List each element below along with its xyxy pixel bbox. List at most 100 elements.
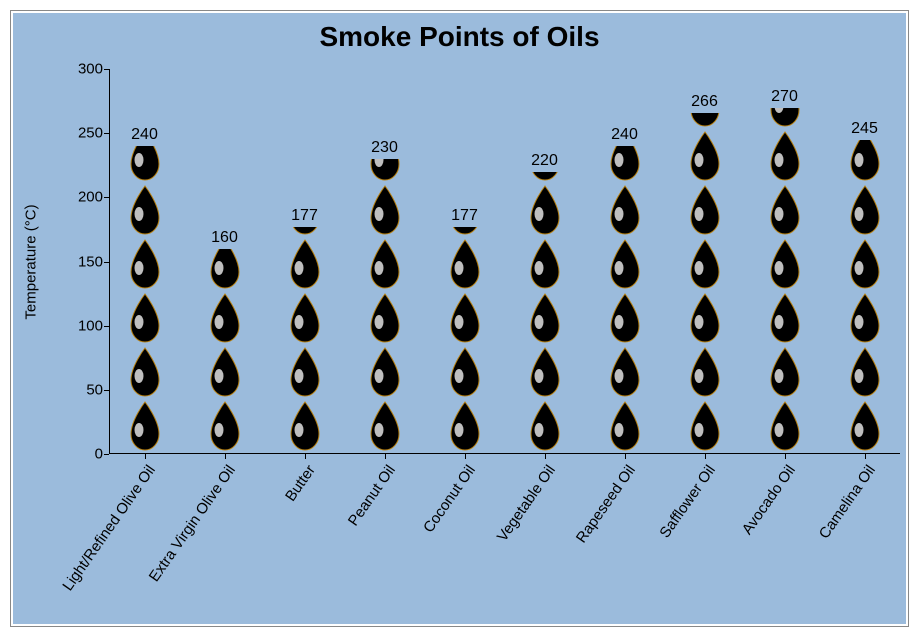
oil-drop-icon	[843, 292, 887, 346]
x-tick-mark	[465, 454, 466, 459]
x-axis-label: Camelina Oil	[815, 462, 878, 542]
oil-drop-icon	[123, 238, 167, 292]
oil-drop-icon	[523, 400, 567, 454]
oil-drop-icon	[283, 292, 327, 346]
bar-value-label: 240	[131, 126, 158, 144]
x-tick-mark	[385, 454, 386, 459]
x-tick-mark	[545, 454, 546, 459]
drop-stack	[683, 113, 727, 454]
oil-drop-icon	[443, 346, 487, 400]
drop-stack	[763, 108, 807, 455]
oil-drop-icon	[603, 400, 647, 454]
plot-area: 050100150200250300240Light/Refined Olive…	[109, 69, 900, 454]
x-axis-label: Peanut Oil	[344, 462, 398, 529]
oil-drop-icon	[363, 238, 407, 292]
oil-drop-icon	[763, 184, 807, 238]
drop-stack	[203, 249, 247, 454]
oil-drop-icon	[683, 292, 727, 346]
oil-drop-icon	[843, 400, 887, 454]
oil-drop-icon	[683, 184, 727, 238]
x-axis-label: Avocado Oil	[738, 462, 798, 538]
bar-value-label: 160	[211, 229, 238, 247]
oil-drop-icon	[283, 400, 327, 454]
drop-stack	[603, 146, 647, 454]
oil-drop-icon	[683, 130, 727, 184]
bar-column: 240	[603, 69, 647, 454]
oil-drop-icon	[363, 346, 407, 400]
bar-column: 266	[683, 69, 727, 454]
oil-drop-icon	[123, 292, 167, 346]
oil-drop-icon	[363, 184, 407, 238]
bar-value-label: 266	[691, 93, 718, 111]
x-axis-label: Light/Refined Olive Oil	[59, 462, 159, 594]
oil-drop-icon	[683, 400, 727, 454]
oil-drop-icon	[363, 159, 407, 184]
x-tick-mark	[145, 454, 146, 459]
x-tick-mark	[865, 454, 866, 459]
oil-drop-icon	[763, 292, 807, 346]
oil-drop-icon	[283, 346, 327, 400]
oil-drop-icon	[843, 346, 887, 400]
bar-value-label: 230	[371, 139, 398, 157]
oil-drop-icon	[763, 346, 807, 400]
oil-drop-icon	[603, 292, 647, 346]
x-axis-label: Butter	[282, 462, 319, 505]
drop-stack	[843, 140, 887, 454]
y-tick-mark	[104, 454, 109, 455]
bar-column: 220	[523, 69, 567, 454]
bar-value-label: 177	[291, 207, 318, 225]
x-tick-mark	[625, 454, 626, 459]
oil-drop-icon	[843, 140, 887, 184]
oil-drop-icon	[523, 238, 567, 292]
x-axis-label: Safflower Oil	[656, 462, 719, 541]
bar-column: 177	[443, 69, 487, 454]
oil-drop-icon	[763, 400, 807, 454]
oil-drop-icon	[443, 292, 487, 346]
oil-drop-icon	[283, 238, 327, 292]
oil-drop-icon	[523, 184, 567, 238]
y-tick-mark	[104, 197, 109, 198]
oil-drop-icon	[123, 146, 167, 184]
bar-column: 270	[763, 69, 807, 454]
bar-column: 240	[123, 69, 167, 454]
y-tick-mark	[104, 133, 109, 134]
oil-drop-icon	[523, 172, 567, 184]
bar-value-label: 245	[851, 120, 878, 138]
x-tick-mark	[225, 454, 226, 459]
bar-value-label: 270	[771, 88, 798, 106]
oil-drop-icon	[763, 108, 807, 131]
bar-value-label: 240	[611, 126, 638, 144]
oil-drop-icon	[763, 130, 807, 184]
oil-drop-icon	[843, 184, 887, 238]
y-tick-mark	[104, 326, 109, 327]
x-tick-mark	[305, 454, 306, 459]
drop-stack	[363, 159, 407, 454]
oil-drop-icon	[203, 346, 247, 400]
bar-value-label: 177	[451, 207, 478, 225]
oil-drop-icon	[363, 292, 407, 346]
chart-background: Smoke Points of Oils Temperature (°C) 05…	[13, 13, 906, 624]
oil-drop-icon	[443, 400, 487, 454]
oil-drop-icon	[603, 238, 647, 292]
drop-stack	[443, 227, 487, 454]
chart-title: Smoke Points of Oils	[13, 21, 906, 53]
oil-drop-icon	[683, 238, 727, 292]
y-tick-mark	[104, 262, 109, 263]
x-axis-label: Extra Virgin Olive Oil	[145, 462, 238, 585]
chart-frame: Smoke Points of Oils Temperature (°C) 05…	[10, 10, 909, 627]
y-tick-mark	[104, 390, 109, 391]
drop-stack	[523, 172, 567, 454]
drop-stack	[283, 227, 327, 454]
oil-drop-icon	[203, 400, 247, 454]
x-axis-label: Coconut Oil	[420, 462, 479, 536]
bar-column: 245	[843, 69, 887, 454]
oil-drop-icon	[123, 184, 167, 238]
oil-drop-icon	[843, 238, 887, 292]
oil-drop-icon	[203, 292, 247, 346]
oil-drop-icon	[683, 113, 727, 130]
drop-stack	[123, 146, 167, 454]
oil-drop-icon	[603, 346, 647, 400]
y-axis-line	[109, 69, 110, 454]
oil-drop-icon	[123, 400, 167, 454]
oil-drop-icon	[603, 184, 647, 238]
